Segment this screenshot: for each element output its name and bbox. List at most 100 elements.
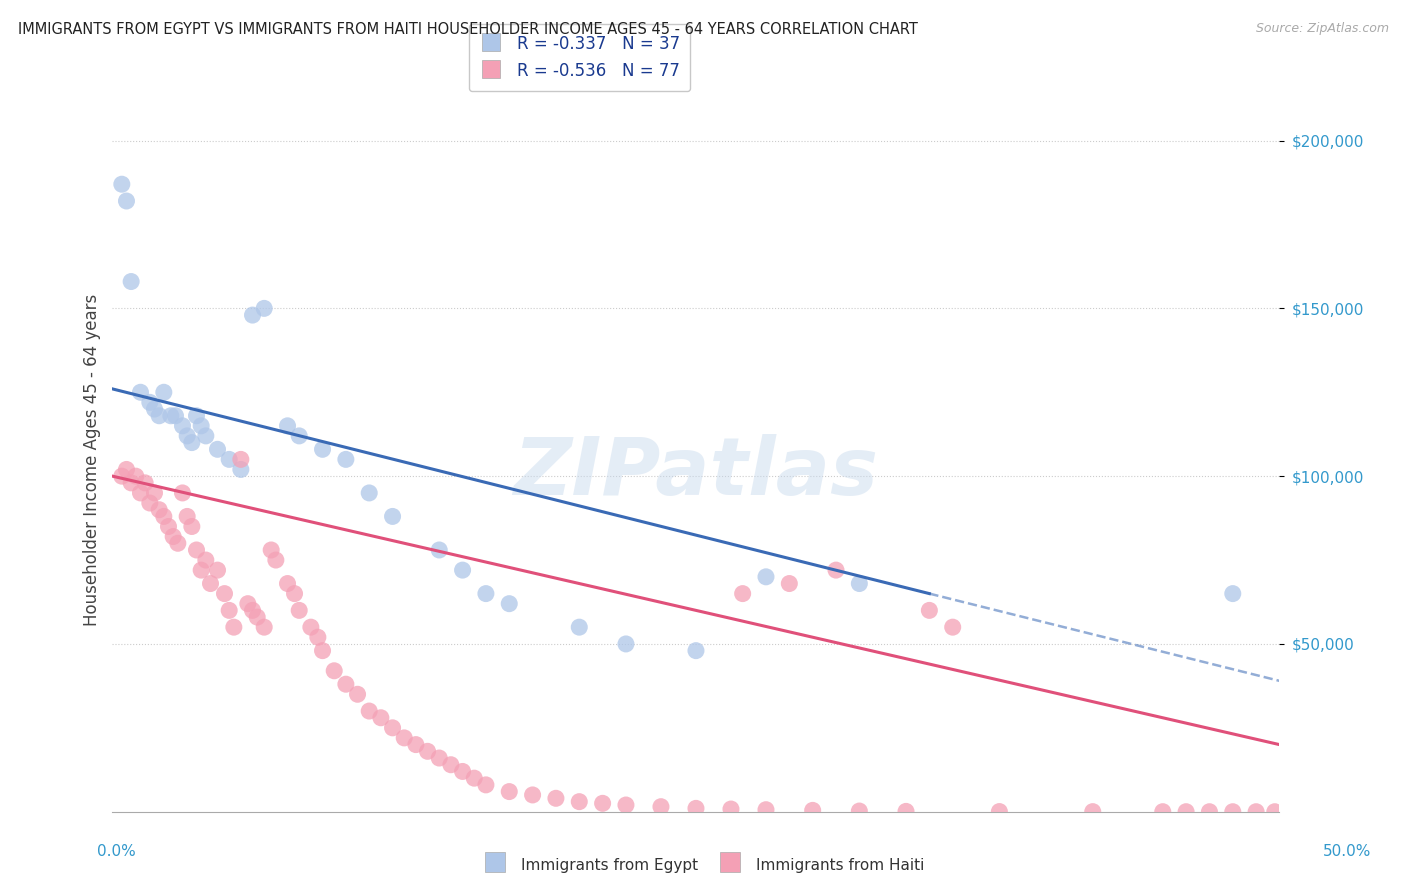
Point	[1222, 586, 1244, 600]
Point	[311, 442, 333, 457]
Point	[498, 597, 520, 611]
Point	[229, 462, 252, 476]
Point	[242, 308, 264, 322]
Text: Source: ZipAtlas.com: Source: ZipAtlas.com	[1256, 22, 1389, 36]
Point	[229, 452, 252, 467]
Legend: Immigrants from Egypt, Immigrants from Haiti: Immigrants from Egypt, Immigrants from H…	[475, 849, 931, 880]
Point	[416, 744, 439, 758]
Point	[405, 738, 427, 752]
Point	[222, 620, 245, 634]
Point	[190, 563, 212, 577]
Point	[1222, 805, 1244, 819]
Point	[440, 757, 463, 772]
Point	[218, 452, 240, 467]
Point	[190, 418, 212, 433]
Point	[451, 563, 474, 577]
Point	[848, 576, 870, 591]
Point	[755, 570, 778, 584]
Point	[381, 721, 404, 735]
Point	[1175, 805, 1198, 819]
Point	[1198, 805, 1220, 819]
Point	[427, 543, 450, 558]
Point	[825, 563, 848, 577]
Point	[848, 804, 870, 818]
Point	[166, 536, 188, 550]
Point	[650, 799, 672, 814]
Point	[134, 475, 156, 490]
Point	[194, 429, 217, 443]
Point	[157, 519, 180, 533]
Point	[394, 731, 416, 745]
Point	[359, 486, 381, 500]
Point	[200, 576, 222, 591]
Point	[242, 603, 264, 617]
Point	[246, 610, 269, 624]
Point	[115, 462, 138, 476]
Point	[111, 178, 134, 192]
Text: IMMIGRANTS FROM EGYPT VS IMMIGRANTS FROM HAITI HOUSEHOLDER INCOME AGES 45 - 64 Y: IMMIGRANTS FROM EGYPT VS IMMIGRANTS FROM…	[18, 22, 918, 37]
Point	[475, 586, 498, 600]
Point	[165, 409, 187, 423]
Legend: R = -0.337   N = 37, R = -0.536   N = 77: R = -0.337 N = 37, R = -0.536 N = 77	[468, 24, 690, 91]
Point	[778, 576, 800, 591]
Point	[176, 429, 198, 443]
Point	[111, 469, 134, 483]
Point	[260, 543, 283, 558]
Point	[801, 803, 824, 817]
Point	[129, 385, 152, 400]
Point	[214, 586, 236, 600]
Text: 50.0%: 50.0%	[1323, 845, 1371, 859]
Point	[186, 543, 208, 558]
Point	[143, 402, 166, 417]
Point	[276, 576, 298, 591]
Point	[918, 603, 941, 617]
Point	[988, 805, 1011, 819]
Text: ZIPatlas: ZIPatlas	[513, 434, 879, 513]
Point	[942, 620, 965, 634]
Point	[253, 301, 276, 316]
Point	[253, 620, 276, 634]
Point	[475, 778, 498, 792]
Point	[186, 409, 208, 423]
Point	[139, 395, 162, 409]
Point	[207, 563, 229, 577]
Point	[172, 486, 194, 500]
Point	[162, 530, 184, 544]
Point	[498, 784, 520, 798]
Point	[335, 677, 357, 691]
Point	[1244, 805, 1267, 819]
Point	[323, 664, 346, 678]
Point	[143, 486, 166, 500]
Point	[194, 553, 217, 567]
Point	[1264, 805, 1286, 819]
Point	[283, 586, 305, 600]
Point	[568, 620, 591, 634]
Point	[129, 486, 152, 500]
Point	[685, 801, 707, 815]
Point	[115, 194, 138, 208]
Point	[1081, 805, 1104, 819]
Point	[264, 553, 287, 567]
Point	[335, 452, 357, 467]
Point	[381, 509, 404, 524]
Point	[299, 620, 322, 634]
Point	[160, 409, 183, 423]
Point	[346, 687, 368, 701]
Point	[720, 802, 742, 816]
Point	[120, 275, 142, 289]
Point	[207, 442, 229, 457]
Point	[731, 586, 754, 600]
Point	[614, 637, 637, 651]
Point	[370, 711, 392, 725]
Point	[451, 764, 474, 779]
Point	[1152, 805, 1174, 819]
Point	[288, 429, 311, 443]
Point	[592, 797, 614, 811]
Point	[311, 643, 333, 657]
Point	[236, 597, 259, 611]
Point	[755, 803, 778, 817]
Point	[176, 509, 198, 524]
Point	[153, 385, 176, 400]
Point	[153, 509, 176, 524]
Point	[218, 603, 240, 617]
